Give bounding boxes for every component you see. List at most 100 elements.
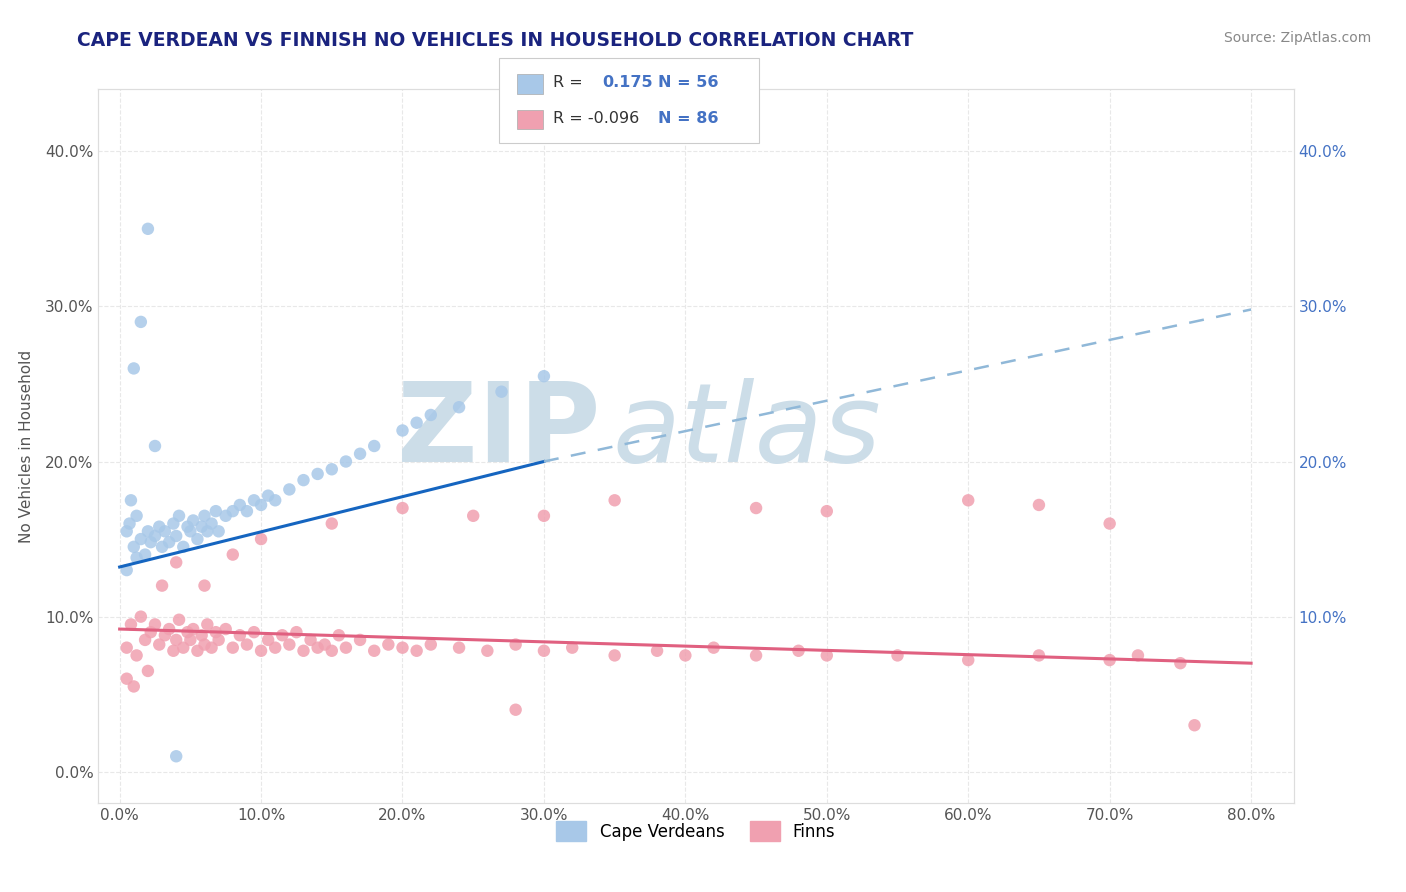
Point (321, 462, 343, 476)
Point (200, 516, 222, 531)
Point (363, 439, 385, 453)
Point (193, 508, 215, 523)
Point (136, 222, 159, 236)
Point (200, 640, 222, 655)
Point (278, 483, 301, 497)
Point (136, 664, 159, 678)
Point (229, 628, 252, 642)
Legend: Cape Verdeans, Finns: Cape Verdeans, Finns (550, 814, 842, 848)
Point (165, 529, 187, 543)
Point (181, 622, 204, 636)
Point (391, 424, 413, 438)
Point (236, 638, 259, 652)
Point (463, 508, 485, 523)
Point (328, 628, 350, 642)
Point (787, 644, 810, 658)
Point (1098, 516, 1121, 531)
Point (307, 640, 329, 655)
Point (143, 439, 166, 453)
Point (215, 622, 238, 636)
Point (377, 638, 399, 652)
Point (405, 416, 427, 430)
Point (165, 749, 187, 764)
Text: Source: ZipAtlas.com: Source: ZipAtlas.com (1223, 31, 1371, 45)
Point (307, 467, 329, 481)
Point (125, 648, 148, 663)
Point (236, 504, 259, 518)
Point (148, 638, 170, 652)
Point (561, 640, 583, 655)
Point (1170, 656, 1192, 670)
Point (172, 540, 194, 554)
Point (125, 508, 148, 523)
Point (115, 672, 138, 686)
Point (148, 519, 170, 533)
Point (703, 640, 725, 655)
Text: N = 56: N = 56 (658, 75, 718, 89)
Point (1126, 648, 1149, 663)
Point (505, 638, 527, 652)
Point (115, 563, 138, 577)
Point (143, 617, 166, 632)
Point (419, 408, 441, 422)
Text: CAPE VERDEAN VS FINNISH NO VEHICLES IN HOUSEHOLD CORRELATION CHART: CAPE VERDEAN VS FINNISH NO VEHICLES IN H… (77, 31, 914, 50)
Point (129, 532, 152, 546)
Point (243, 625, 266, 640)
Point (204, 504, 226, 518)
Point (134, 548, 156, 562)
Point (167, 508, 190, 523)
Point (179, 632, 201, 647)
Point (449, 401, 471, 415)
Text: atlas: atlas (613, 378, 882, 485)
Point (533, 508, 555, 523)
Point (321, 644, 343, 658)
Point (139, 535, 162, 549)
Point (165, 555, 187, 569)
Point (405, 644, 427, 658)
Point (243, 493, 266, 508)
Point (391, 501, 413, 516)
Point (285, 625, 308, 640)
Point (603, 648, 626, 663)
Point (162, 644, 184, 658)
Point (193, 638, 215, 652)
Point (195, 617, 218, 632)
Point (181, 513, 204, 527)
Point (349, 632, 371, 647)
Point (134, 632, 156, 647)
Point (129, 609, 152, 624)
Point (157, 622, 180, 636)
Point (1098, 653, 1121, 667)
Point (157, 535, 180, 549)
Point (391, 640, 413, 655)
Point (1028, 648, 1050, 663)
Point (122, 540, 145, 554)
Point (271, 628, 294, 642)
Point (477, 644, 499, 658)
Point (250, 498, 273, 512)
Point (264, 640, 287, 655)
Point (193, 579, 215, 593)
Point (363, 644, 385, 658)
Point (176, 519, 198, 533)
Point (125, 550, 148, 565)
Point (745, 648, 768, 663)
Point (208, 632, 231, 647)
Point (957, 493, 980, 508)
Point (533, 369, 555, 384)
Point (1028, 498, 1050, 512)
Text: N = 86: N = 86 (658, 112, 718, 126)
Point (250, 644, 273, 658)
Text: ZIP: ZIP (396, 378, 600, 485)
Y-axis label: No Vehicles in Household: No Vehicles in Household (18, 350, 34, 542)
Point (150, 540, 173, 554)
Point (190, 519, 212, 533)
Point (533, 644, 555, 658)
Point (222, 504, 245, 518)
Point (957, 653, 980, 667)
Point (222, 548, 245, 562)
Point (815, 648, 838, 663)
Point (1184, 718, 1206, 732)
Point (257, 632, 280, 647)
Point (335, 640, 357, 655)
